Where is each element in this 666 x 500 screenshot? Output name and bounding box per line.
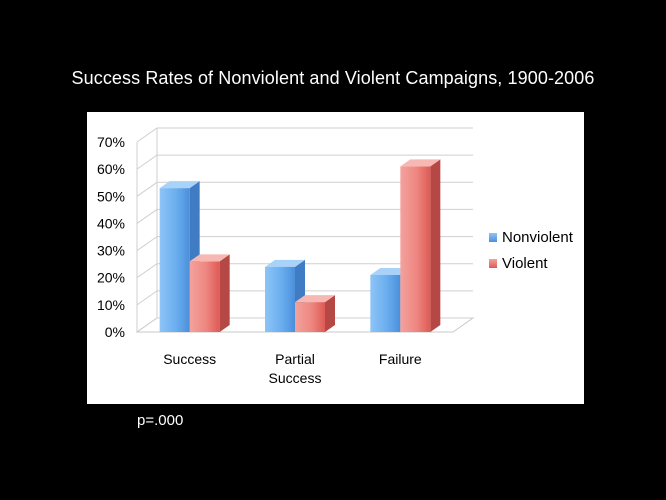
y-tick-label: 50% (97, 188, 125, 204)
bar-top (159, 181, 200, 189)
bar-side (325, 295, 335, 332)
x-axis-categories: Success Partial Success Failure (163, 351, 422, 386)
bar-front (189, 261, 220, 332)
y-tick-label: 10% (97, 297, 125, 313)
x-category-label: Failure (379, 351, 422, 367)
chart-legend: Nonviolent Violent (489, 229, 574, 272)
bar-top (400, 159, 441, 167)
bar-violent-0 (189, 254, 230, 332)
x-category-label: Partial Success (269, 351, 322, 386)
y-tick-label: 20% (97, 270, 125, 286)
gridline (136, 127, 473, 143)
legend-swatch-violent (489, 259, 497, 268)
y-tick-label: 40% (97, 215, 125, 231)
legend-swatch-nonviolent (489, 233, 497, 242)
slide-title: Success Rates of Nonviolent and Violent … (71, 68, 595, 88)
y-axis-ticks: 0% 10% 20% 30% 40% 50% 60% 70% (97, 134, 125, 340)
y-tick-label: 30% (97, 243, 125, 259)
bar-front (295, 302, 325, 332)
bar-chart: 0% 10% 20% 30% 40% 50% 60% 70% Success Partial Su… (97, 127, 574, 386)
bar-top (189, 254, 230, 262)
legend-label-nonviolent: Nonviolent (502, 229, 574, 246)
chart-panel: 0% 10% 20% 30% 40% 50% 60% 70% Success Partial Su… (87, 112, 584, 404)
bar-front (159, 188, 190, 332)
bar-front (265, 266, 295, 332)
bar-top (265, 259, 305, 267)
bar-violent-1 (295, 295, 335, 332)
bar-violent-2 (400, 159, 441, 332)
x-category-label: Success (163, 351, 216, 367)
bar-side (219, 254, 230, 332)
legend-label-violent: Violent (502, 255, 548, 272)
bar-front (400, 166, 431, 332)
bar-top (295, 295, 335, 303)
y-tick-label: 0% (105, 324, 125, 340)
y-tick-label: 70% (97, 134, 125, 150)
chart-gridlines (136, 127, 473, 333)
y-tick-label: 60% (97, 161, 125, 177)
bar-side (430, 159, 441, 332)
y-axis-wall (136, 128, 158, 332)
p-value-note: p=.000 (137, 412, 184, 429)
chart-bars (159, 159, 441, 332)
bar-front (370, 275, 401, 332)
